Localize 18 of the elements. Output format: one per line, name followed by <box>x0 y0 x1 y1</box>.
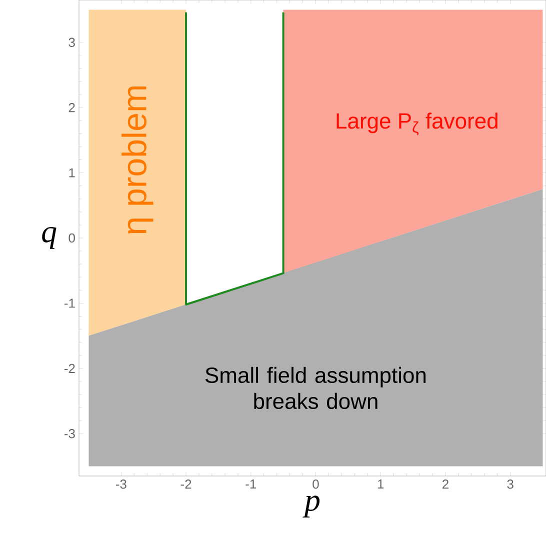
y-tick-label: 3 <box>68 38 75 47</box>
x-tick-label: 2 <box>442 480 448 489</box>
x-tick-label: -1 <box>246 480 256 488</box>
annotation: η problem <box>122 86 154 234</box>
y-tick-label: -1 <box>64 298 75 308</box>
x-axis-title: p <box>302 496 320 518</box>
y-tick-label: -2 <box>64 364 75 373</box>
y-axis-title: q <box>42 227 56 249</box>
x-tick-label: 0 <box>312 480 319 489</box>
y-tick-label: 1 <box>69 168 75 178</box>
x-tick-label: 3 <box>507 480 514 489</box>
x-tick-label: -3 <box>116 480 126 489</box>
y-tick-label: 2 <box>68 103 75 112</box>
x-tick-label: -2 <box>180 480 192 489</box>
y-tick-label: 0 <box>68 233 75 243</box>
annotation: Small field assumption breaks down <box>205 366 426 410</box>
y-tick-label: -3 <box>64 429 75 438</box>
x-tick-label: 1 <box>378 480 384 488</box>
